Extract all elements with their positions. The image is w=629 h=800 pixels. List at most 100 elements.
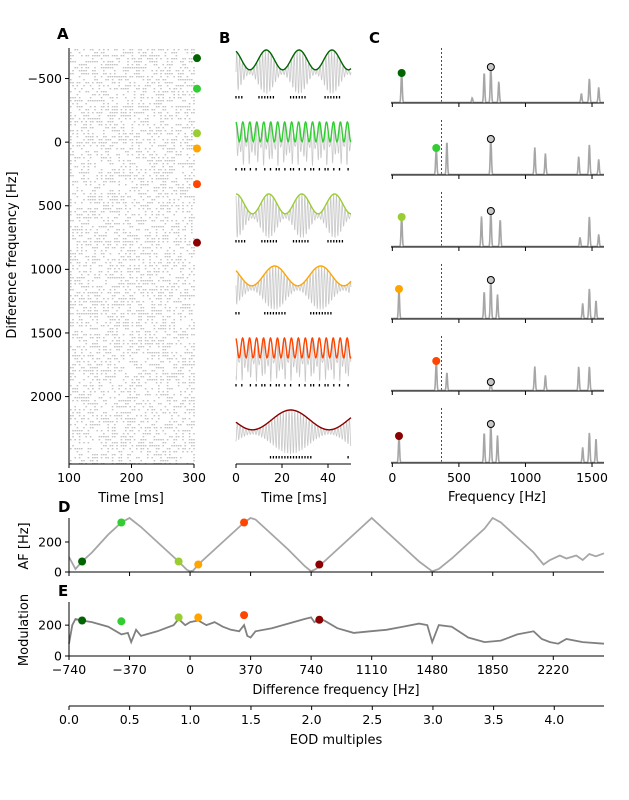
af-marker (78, 557, 87, 566)
envelope-trace (235, 49, 352, 71)
spike-train (235, 312, 332, 315)
spike-train (235, 384, 349, 387)
x-tick-label: 370 (239, 662, 263, 677)
y-tick-label: 0 (54, 135, 62, 150)
y-tick-label: 0 (54, 648, 62, 663)
af-peak-marker (432, 144, 441, 152)
envelope-trace (235, 120, 352, 143)
spike-raster (70, 49, 195, 465)
eod-trace (235, 410, 352, 455)
x-tick-label: 1480 (416, 662, 448, 677)
eod-axis-label: EOD multiples (290, 733, 383, 748)
eod-trace (235, 194, 352, 239)
x-tick-label: 1850 (477, 662, 509, 677)
eod-tick-label: 1.0 (180, 712, 200, 727)
af-peak-marker (394, 432, 403, 440)
x-tick-label: 0 (388, 470, 396, 485)
eod-peak-marker (486, 207, 495, 215)
eod-peak-marker (486, 63, 495, 71)
modulation-marker (194, 613, 203, 622)
df-marker (193, 54, 201, 63)
eod-peak-marker (486, 420, 495, 428)
panel-label-b: B (219, 29, 230, 47)
x-tick-label: 200 (120, 470, 144, 485)
x-tick-label: 1500 (576, 470, 608, 485)
panel-c: 0 500 1000 1500 (388, 48, 608, 485)
df-marker (193, 144, 201, 153)
af-peak-marker (432, 357, 441, 365)
x-tick-label: 100 (57, 470, 81, 485)
panel-b: 0 20 40 (232, 49, 352, 485)
x-tick-label: 2220 (537, 662, 569, 677)
panel-c-xlabel: Frequency [Hz] (448, 490, 546, 505)
panel-a-xlabel: Time [ms] (97, 491, 164, 506)
power-spectrum (391, 66, 604, 104)
y-tick-label: 1500 (30, 325, 62, 340)
x-tick-label: 1000 (510, 470, 542, 485)
x-tick-label: −370 (112, 662, 146, 677)
af-marker (194, 560, 203, 569)
af-peak-marker (397, 213, 406, 221)
x-tick-label: 40 (320, 470, 336, 485)
y-tick-label: 200 (38, 534, 62, 549)
eod-peak-marker (486, 378, 495, 386)
y-tick-label: 500 (38, 198, 62, 213)
panel-label-c: C (369, 29, 380, 47)
modulation-marker (117, 617, 126, 626)
panel-e: 0 200 −740 −370 0 370 740 1110 1480 1850 2220 0.0 0.… (38, 602, 605, 727)
x-tick-label: 300 (182, 470, 206, 485)
eod-tick-label: 2.5 (362, 712, 382, 727)
panel-e-ylabel: Modulation (17, 594, 32, 666)
spike-train (235, 96, 341, 99)
df-marker (193, 238, 201, 247)
eod-tick-label: 0.0 (59, 712, 79, 727)
y-tick-label: 2000 (30, 389, 62, 404)
modulation-curve (68, 616, 605, 645)
modulation-marker (174, 613, 183, 622)
af-marker (174, 557, 183, 566)
panel-d: 0 200 (38, 516, 605, 579)
power-spectrum (391, 423, 604, 464)
spike-train (235, 240, 344, 243)
modulation-marker (78, 616, 87, 625)
af-marker (117, 518, 126, 527)
x-tick-label: 740 (299, 662, 323, 677)
x-tick-label: −740 (52, 662, 86, 677)
envelope-trace (235, 193, 352, 215)
panel-a-ylabel: Difference frequency [Hz] (5, 171, 20, 338)
af-curve (68, 516, 605, 573)
af-peak-marker (394, 285, 403, 293)
eod-tick-label: 3.0 (423, 712, 443, 727)
y-tick-label: 0 (54, 564, 62, 579)
eod-trace (235, 50, 352, 94)
power-spectrum (391, 210, 604, 248)
panel-a: −500 0 500 1000 1500 2000 100 200 300 (28, 48, 206, 485)
eod-trace (235, 266, 352, 310)
eod-tick-label: 0.5 (120, 712, 140, 727)
af-peak-marker (397, 69, 406, 77)
modulation-marker (240, 611, 249, 620)
df-marker (193, 129, 201, 138)
power-spectrum (391, 361, 604, 392)
eod-tick-label: 1.5 (241, 712, 261, 727)
eod-peak-marker (486, 135, 495, 143)
panel-d-ylabel: AF [Hz] (17, 522, 32, 569)
modulation-marker (315, 615, 324, 624)
panel-b-xlabel: Time [ms] (260, 491, 327, 506)
panel-label-e: E (58, 582, 68, 600)
eod-tick-label: 4.0 (544, 712, 564, 727)
y-tick-label: 200 (38, 618, 62, 633)
spike-train (235, 168, 349, 171)
af-marker (240, 518, 249, 527)
eod-tick-label: 2.0 (302, 712, 322, 727)
x-tick-label: 20 (274, 470, 290, 485)
af-marker (315, 560, 324, 569)
panel-e-xlabel: Difference frequency [Hz] (252, 683, 419, 698)
x-tick-label: 0 (186, 662, 194, 677)
y-tick-label: −500 (28, 71, 62, 86)
spike-train (269, 456, 349, 459)
envelope-trace (235, 336, 352, 359)
x-tick-label: 500 (447, 470, 471, 485)
x-tick-label: 1110 (356, 662, 388, 677)
